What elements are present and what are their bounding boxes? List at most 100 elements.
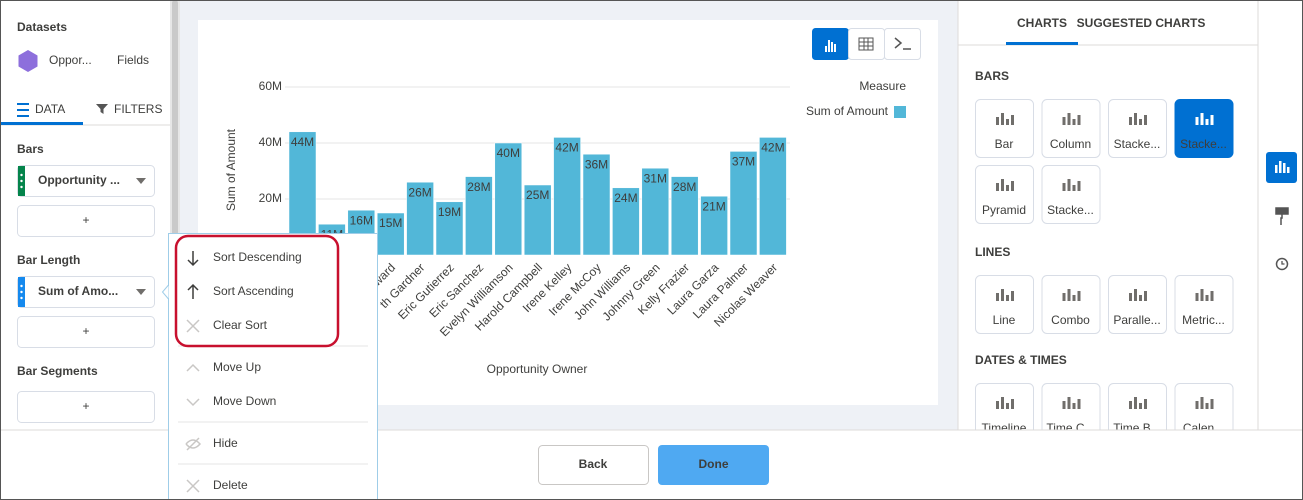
y-tick-label: 20M xyxy=(259,191,282,205)
tile-icon xyxy=(1011,115,1014,125)
panel-tab[interactable]: SUGGESTED CHARTS xyxy=(1077,16,1206,30)
value-label: 28M xyxy=(673,180,696,194)
field-pill[interactable]: Opportunity ... xyxy=(17,165,155,197)
chart-tile[interactable]: Calen... xyxy=(1174,383,1234,442)
add-label: + xyxy=(82,399,89,413)
tile-icon xyxy=(1200,397,1204,409)
tile-icon xyxy=(1001,179,1004,191)
tile-icon xyxy=(1139,403,1142,409)
chart-tile[interactable]: Bar xyxy=(975,99,1034,158)
field-pill[interactable]: Sum of Amo... xyxy=(17,276,155,308)
tile-label: Stacke... xyxy=(1047,203,1094,217)
tile-icon xyxy=(1210,291,1214,301)
menu-item[interactable]: Sort Descending xyxy=(187,250,302,267)
section-title: Bars xyxy=(17,142,44,156)
add-button[interactable]: + xyxy=(17,205,155,237)
back-label: Back xyxy=(579,457,608,471)
value-label: 40M xyxy=(497,146,520,160)
tile-icon xyxy=(1001,289,1004,301)
tile-icon xyxy=(1072,185,1076,191)
pill-box xyxy=(17,276,155,308)
pill-label: Sum of Amo... xyxy=(38,284,118,298)
tile-icon xyxy=(1006,403,1009,409)
bar xyxy=(494,142,523,256)
tile-icon xyxy=(1200,289,1204,301)
pill-box xyxy=(17,165,155,197)
tile-icon xyxy=(1139,295,1142,301)
chart-tile[interactable]: Time C... xyxy=(1041,383,1101,442)
side-icon[interactable] xyxy=(1275,207,1289,225)
tile-icon xyxy=(1144,399,1147,409)
value-label: 42M xyxy=(555,141,578,155)
tab[interactable]: FILTERS xyxy=(96,102,162,116)
tile-icon xyxy=(1001,397,1004,409)
toggle-box xyxy=(884,28,921,60)
view-toggle[interactable] xyxy=(848,28,885,60)
tile-label: Stacke... xyxy=(1114,137,1161,151)
tab[interactable]: DATA xyxy=(17,102,65,117)
tile-icon xyxy=(1195,401,1199,409)
value-label: 31M xyxy=(644,171,667,185)
side-icon[interactable] xyxy=(1275,257,1289,271)
tile-icon xyxy=(1077,181,1081,191)
chart-tile[interactable]: Pyramid xyxy=(975,165,1034,224)
view-toggle[interactable] xyxy=(812,28,849,60)
tile-label: Stacke... xyxy=(1180,137,1227,151)
bar xyxy=(406,181,434,256)
add-button[interactable]: + xyxy=(17,391,155,423)
y-tick-label: 60M xyxy=(259,79,282,93)
back-button[interactable]: Back xyxy=(538,445,649,485)
add-label: + xyxy=(82,213,89,227)
chart-tile[interactable]: Time B... xyxy=(1108,383,1167,442)
tile-icon xyxy=(1011,181,1014,191)
tile-icon xyxy=(1072,295,1076,301)
dataset-name[interactable]: Oppor... xyxy=(49,53,92,67)
tile-label: Pyramid xyxy=(982,203,1026,217)
menu-item[interactable]: Sort Ascending xyxy=(187,283,294,299)
add-box xyxy=(17,391,155,423)
tile-icon xyxy=(1062,117,1066,125)
value-label: 15M xyxy=(379,216,402,230)
value-label: 16M xyxy=(350,213,373,227)
side-icon[interactable] xyxy=(1266,152,1297,183)
tile-icon xyxy=(1144,291,1147,301)
x-axis-title: Opportunity Owner xyxy=(487,362,588,376)
toggle-icon xyxy=(825,46,827,52)
tile-icon xyxy=(1144,115,1147,125)
tile-label: Time C... xyxy=(1046,421,1094,435)
tile-icon xyxy=(1205,403,1209,409)
chart-tile[interactable]: Stacke... xyxy=(1174,99,1234,158)
chart-picker: CHARTS SUGGESTED CHARTS BARS Bar Column Stack… xyxy=(958,16,1258,442)
fields-link[interactable]: Fields xyxy=(117,53,149,67)
bar xyxy=(759,137,787,256)
chart-tile[interactable]: Stacke... xyxy=(1108,99,1167,158)
chart-tile[interactable]: Stacke... xyxy=(1041,165,1101,224)
tile-icon xyxy=(1077,115,1081,125)
tile-label: Column xyxy=(1050,137,1091,151)
chart-tile[interactable]: Metric... xyxy=(1174,275,1234,334)
chart-tile[interactable]: Combo xyxy=(1041,275,1101,334)
tab-icon xyxy=(17,115,29,117)
add-button[interactable]: + xyxy=(17,316,155,348)
tab-icon xyxy=(17,103,29,105)
tile-icon xyxy=(1006,119,1009,125)
chart-tile[interactable]: Column xyxy=(1041,99,1101,158)
tile-icon xyxy=(996,117,999,125)
chart-tile[interactable]: Line xyxy=(975,275,1034,334)
bar xyxy=(465,176,493,256)
tab-label: DATA xyxy=(35,102,65,116)
menu-label: Clear Sort xyxy=(213,318,268,332)
value-label: 28M xyxy=(467,180,490,194)
panel-tab[interactable]: CHARTS xyxy=(1017,16,1067,30)
toggle-box xyxy=(848,28,885,60)
side-icon-bar xyxy=(1287,167,1290,173)
menu-item: Clear Sort xyxy=(186,318,268,333)
pill-dot xyxy=(20,290,23,294)
menu-item: Delete xyxy=(186,478,248,493)
done-button[interactable]: Done xyxy=(658,445,769,485)
chart-tile[interactable]: Timeline xyxy=(975,383,1034,442)
chart-tile[interactable]: Paralle... xyxy=(1108,275,1167,334)
bar xyxy=(523,184,552,256)
view-toggle[interactable] xyxy=(884,28,921,60)
